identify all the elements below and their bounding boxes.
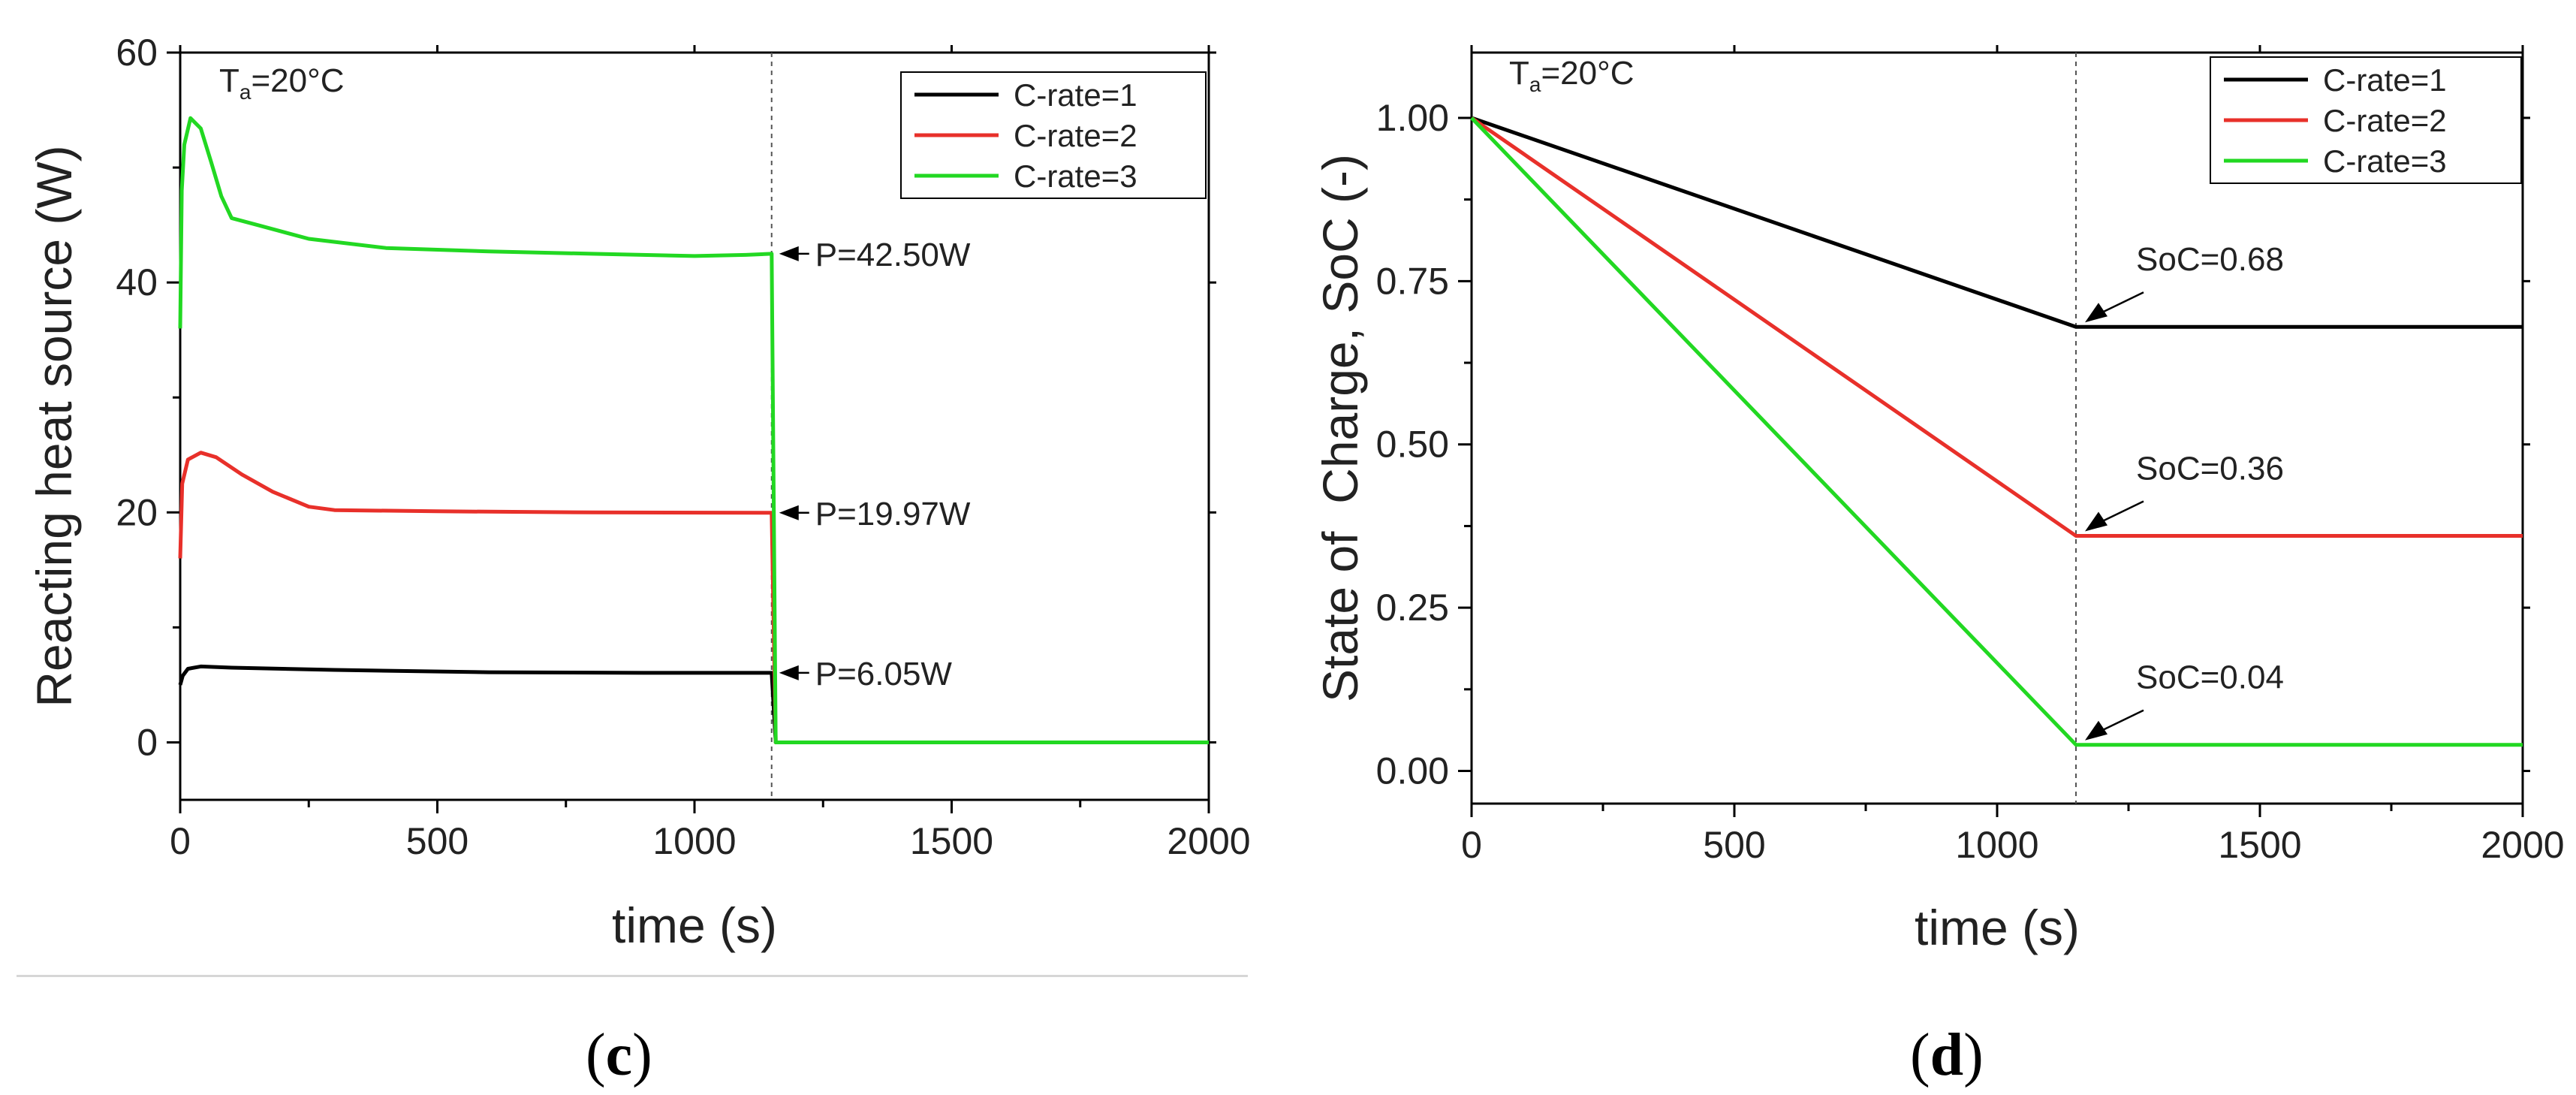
panel-c-annotation-label: P=6.05W <box>815 656 953 692</box>
panel-label-c-letter: c <box>605 1022 633 1088</box>
panel-d-series-line-1 <box>1471 116 2523 329</box>
panel-c-y-tick-label: 20 <box>116 491 158 533</box>
panel-c-legend-label: C-rate=3 <box>1014 158 1137 194</box>
panel-separator <box>17 975 1248 977</box>
panel-c-legend-label: C-rate=1 <box>1014 77 1137 113</box>
panel-c-x-tick-label: 2000 <box>1167 820 1250 862</box>
panel-d-x-axis-title: time (s) <box>1915 900 2080 955</box>
panel-d-annotation-arrowhead <box>2085 720 2107 741</box>
panel-c-series-line-3 <box>178 116 1209 744</box>
panel-c-x-axis-title: time (s) <box>612 897 777 953</box>
panel-c-y-tick-label: 0 <box>137 721 158 763</box>
panel-c-x-tick-label: 500 <box>406 820 469 862</box>
panel-c-annotation-arrowhead <box>779 665 799 680</box>
panel-c-y-tick-label: 40 <box>116 261 158 303</box>
panel-d-x-tick-label: 0 <box>1461 824 1482 866</box>
panel-c-annotation-label: P=42.50W <box>815 237 971 273</box>
panel-label-d-open: ( <box>1910 1022 1930 1088</box>
panel-d-y-tick-label: 1.00 <box>1376 97 1449 139</box>
panel-c-x-tick-label: 1000 <box>652 820 736 862</box>
panel-d-annotation-label: SoC=0.68 <box>2136 241 2284 278</box>
panel-c-legend-label: C-rate=2 <box>1014 118 1137 153</box>
panel-d-x-tick-label: 1000 <box>1955 824 2038 866</box>
panel-d-y-tick-label: 0.00 <box>1376 750 1449 792</box>
panel-c-series-line-2 <box>178 451 1209 744</box>
panel-label-d-letter: d <box>1930 1022 1964 1088</box>
panel-c-temperature-label: Ta=20°C <box>219 62 344 104</box>
panel-c-series-line-1 <box>178 664 1209 744</box>
panel-c-x-tick-label: 1500 <box>910 820 993 862</box>
panel-c-annotation-label: P=19.97W <box>815 496 971 532</box>
panel-label-d-close: ) <box>1963 1022 1984 1088</box>
panel-d-x-tick-label: 1500 <box>2218 824 2301 866</box>
panel-d-annotation-label: SoC=0.04 <box>2136 659 2284 696</box>
panel-d-annotation-arrowhead <box>2085 511 2107 532</box>
panel-c-annotation-arrowhead <box>779 246 799 261</box>
panel-d-legend-label: C-rate=2 <box>2323 103 2447 138</box>
panel-d-y-tick-label: 0.75 <box>1376 260 1449 302</box>
panel-d-x-tick-label: 500 <box>1703 824 1765 866</box>
panel-label-c-open: ( <box>586 1022 606 1088</box>
panel-label-c-close: ) <box>632 1022 652 1088</box>
panel-d-y-tick-label: 0.25 <box>1376 587 1449 629</box>
panel-c-chart: 0 500 1000 1500 2000 0 20 40 60 time (s) Reacting … <box>26 32 1251 953</box>
panel-d-series-line-3 <box>1470 116 2523 747</box>
panel-d-y-tick-label: 0.50 <box>1376 424 1449 466</box>
panel-c-y-axis-title: Reacting heat source (W) <box>26 145 82 707</box>
panel-d-annotation-arrow <box>2096 500 2144 525</box>
panel-d-legend-label: C-rate=3 <box>2323 143 2447 179</box>
panel-d-x-tick-label: 2000 <box>2481 824 2564 866</box>
panel-c-x-tick-label: 0 <box>170 820 191 862</box>
panel-d-annotation-arrow <box>2096 709 2144 734</box>
panel-d-y-axis-title: State of Charge, SoC (-) <box>1312 154 1368 702</box>
panel-label-d: (d) <box>1910 1021 1984 1090</box>
panel-c-y-tick-label: 60 <box>116 32 158 74</box>
panel-d-annotation-arrow <box>2096 291 2144 316</box>
panel-d-chart: 0 500 1000 1500 2000 0.00 0.25 0.50 0.75 1.00 time… <box>1312 45 2565 955</box>
panel-d-annotation-arrowhead <box>2085 303 2107 323</box>
panel-label-c: (c) <box>586 1021 652 1090</box>
panel-d-temperature-label: Ta=20°C <box>1509 55 1634 96</box>
panel-d-legend-label: C-rate=1 <box>2323 62 2447 98</box>
panel-c-annotation-arrowhead <box>779 505 799 520</box>
panel-d-series-line-2 <box>1470 116 2523 538</box>
panel-d-annotation-label: SoC=0.36 <box>2136 450 2284 487</box>
